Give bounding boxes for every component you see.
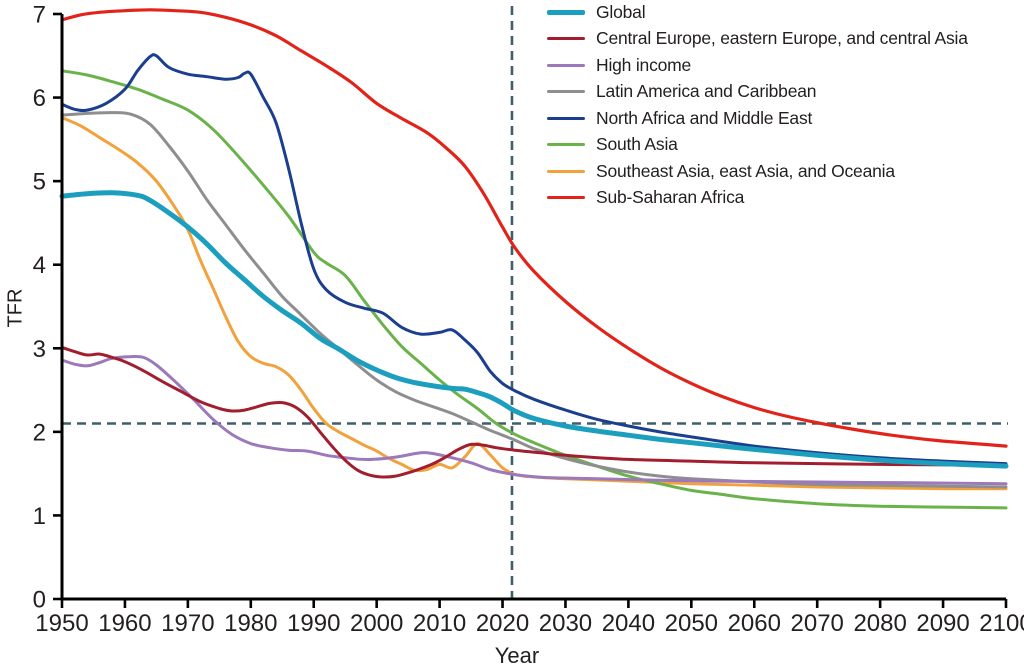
x-tick-label: 2020 (476, 610, 529, 637)
x-axis-ticks: 1950 1960 1970 1980 1990 2000 2010 2020 2030 2040… (35, 599, 1024, 637)
y-tick-label: 2 (33, 419, 46, 446)
series-line-sub-saharan-africa (60, 8, 1008, 448)
series-line-high-income (60, 354, 1008, 486)
legend: Global Central Europe, eastern Europe, an… (547, 0, 1022, 211)
y-tick-label: 6 (33, 85, 46, 112)
y-tick-label: 0 (33, 587, 46, 614)
x-tick-label: 2080 (853, 610, 906, 637)
series-line-north-africa-and-middle-east (60, 53, 1008, 466)
legend-swatch-high-income (547, 63, 585, 67)
legend-swatch-central-europe-eastern-europe-and-central-asia (547, 37, 585, 41)
legend-swatch-global (547, 9, 585, 15)
x-tick-label: 2010 (413, 610, 466, 637)
legend-label: Sub-Saharan Africa (596, 187, 745, 208)
x-tick-label: 2090 (916, 610, 969, 637)
x-tick-label: 2000 (350, 610, 403, 637)
y-tick-label: 3 (33, 336, 46, 363)
x-tick-label: 2060 (728, 610, 781, 637)
x-tick-label: 1960 (98, 610, 151, 637)
legend-label: North Africa and Middle East (596, 107, 813, 128)
y-axis-title: TFR (4, 288, 27, 328)
series-line-latin-america-and-caribbean (60, 111, 1008, 489)
x-tick-label: 2070 (791, 610, 844, 637)
series-line-south-asia (60, 69, 1008, 510)
y-tick-label: 5 (33, 169, 46, 196)
legend-label: Global (596, 1, 646, 22)
series-line-central-europe-eastern-europe-and-central-asia (60, 346, 1008, 479)
legend-label: South Asia (596, 134, 678, 155)
x-tick-label: 2030 (539, 610, 592, 637)
legend-item-south-asia: South Asia (547, 132, 1022, 159)
legend-item-latin-america-and-caribbean: Latin America and Caribbean (547, 79, 1022, 106)
legend-item-north-africa-and-middle-east: North Africa and Middle East (547, 105, 1022, 132)
y-tick-label: 4 (33, 252, 46, 279)
x-tick-label: 2100 (979, 610, 1024, 637)
legend-swatch-south-asia (547, 143, 585, 147)
legend-swatch-north-africa-and-middle-east (547, 116, 585, 120)
y-tick-label: 1 (33, 503, 46, 530)
x-tick-label: 1980 (224, 610, 277, 637)
y-tick-label: 7 (33, 2, 46, 29)
legend-item-central-europe-eastern-europe-and-central-asia: Central Europe, eastern Europe, and cent… (547, 26, 1022, 53)
series-line-global (59, 190, 1009, 469)
x-tick-label: 2040 (602, 610, 655, 637)
x-tick-label: 1950 (35, 610, 88, 637)
legend-label: High income (596, 54, 692, 75)
legend-swatch-sub-saharan-africa (547, 196, 585, 200)
x-axis-title: Year (494, 643, 540, 667)
legend-label: Central Europe, eastern Europe, and cent… (596, 28, 968, 49)
x-tick-label: 1970 (161, 610, 214, 637)
legend-item-high-income: High income (547, 52, 1022, 79)
legend-item-sub-saharan-africa: Sub-Saharan Africa (547, 185, 1022, 212)
y-axis-ticks: 0 1 2 3 4 5 6 7 (33, 2, 62, 614)
legend-item-southeast-asia-east-asia-and-oceania: Southeast Asia, east Asia, and Oceania (547, 158, 1022, 185)
legend-item-global: Global (547, 0, 1022, 26)
legend-label: Southeast Asia, east Asia, and Oceania (596, 160, 895, 181)
legend-label: Latin America and Caribbean (596, 81, 817, 102)
legend-swatch-southeast-asia-east-asia-and-oceania (547, 169, 585, 173)
legend-swatch-latin-america-and-caribbean (547, 90, 585, 94)
x-tick-label: 2050 (665, 610, 718, 637)
x-tick-label: 1990 (287, 610, 340, 637)
